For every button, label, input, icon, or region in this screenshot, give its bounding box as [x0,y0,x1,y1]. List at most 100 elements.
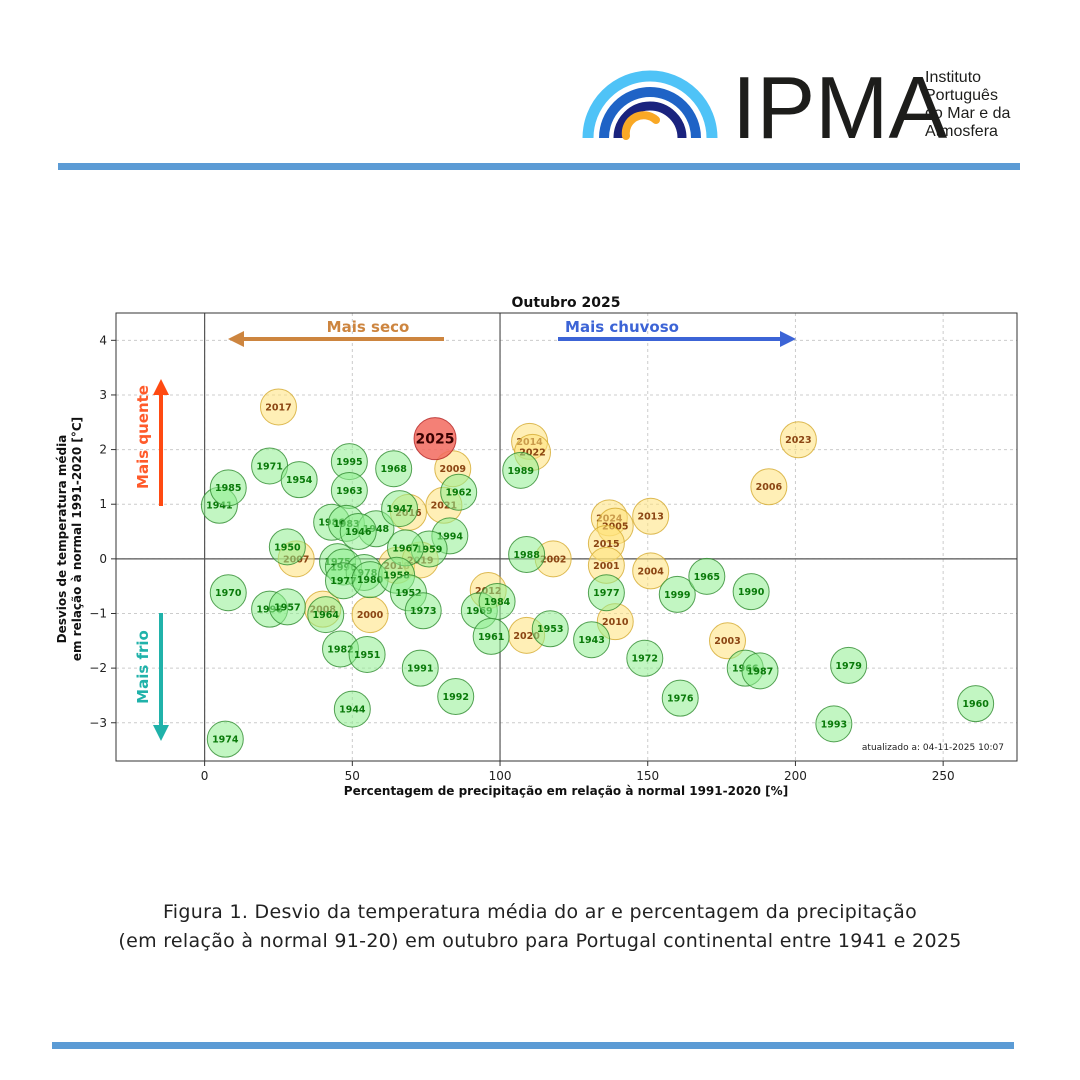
point-label: 1999 [664,590,690,601]
point-1990: 1990 [732,573,770,611]
point-1977b: 1977 [587,574,625,612]
point-label: 1961 [478,632,504,643]
point-label: 2003 [714,636,740,647]
y-tick-label: 4 [99,333,107,347]
x-tick-label: 200 [784,769,807,783]
point-label: 2006 [756,482,783,493]
point-label: 1957 [274,602,300,613]
point-marker [209,574,247,612]
point-label: 2021 [431,501,457,512]
drier-label: Mais seco [327,318,410,336]
point-marker [632,552,670,590]
point-label: 1944 [339,705,366,716]
point-1973: 1973 [404,592,442,630]
institute-line-1: Instituto [925,69,981,86]
point-marker [957,685,995,723]
point-1979: 1979 [830,646,868,684]
point-marker [404,592,442,630]
point-marker [750,468,788,506]
point-label: 2017 [265,402,291,413]
point-marker [472,617,510,655]
point-marker [280,461,318,499]
point-marker [209,469,247,507]
chart-title: Outubro 2025 [512,295,621,311]
point-1999: 1999 [658,575,696,613]
point-1984: 1984 [478,582,516,620]
point-1943: 1943 [573,621,611,659]
y-tick-label: 0 [99,552,107,566]
point-1946: 1946 [339,513,377,551]
y-tick-label: 1 [99,497,107,511]
point-label: 1989 [507,466,533,477]
point-marker [381,490,419,528]
point-1965: 1965 [688,557,726,595]
point-label: 1991 [407,664,433,675]
wetter-arrowhead [780,331,796,347]
point-label: 1974 [212,735,239,746]
point-label: 2020 [513,631,540,642]
bottom-divider [52,1042,1014,1049]
ipma-logo-graphic: IPMA Instituto Português do Mar e da Atm… [582,58,1010,157]
point-label: 2025 [416,432,455,448]
point-1968: 1968 [375,450,413,488]
wetter-label: Mais chuvoso [565,318,679,336]
x-tick-label: 50 [345,769,360,783]
point-label: 1962 [445,488,471,499]
point-1960: 1960 [957,685,995,723]
institute-line-3: do Mar e da [925,105,1010,122]
point-marker [307,596,345,634]
point-marker [508,535,546,573]
point-1963: 1963 [330,472,368,510]
point-1987: 1987 [741,652,779,690]
point-label: 2009 [440,464,466,475]
point-marker [830,646,868,684]
point-marker [732,573,770,611]
point-label: 1963 [336,486,362,497]
point-label: 2002 [540,554,566,565]
point-label: 1994 [437,531,464,542]
ipma-logo: IPMA Instituto Português do Mar e da Atm… [580,58,1020,157]
point-label: 1954 [286,475,313,486]
point-1989: 1989 [502,451,540,489]
point-label: 1947 [386,504,412,515]
point-1961: 1961 [472,617,510,655]
logo-text: IPMA [732,60,947,150]
point-2025: 2025 [413,417,457,461]
x-tick-label: 100 [489,769,512,783]
point-marker [502,451,540,489]
point-2000: 2000 [351,596,389,634]
point-label: 1979 [835,661,861,672]
point-2023: 2023 [779,421,817,459]
point-label: 1973 [410,606,436,617]
point-1985: 1985 [209,469,247,507]
scatter-chart: Outubro 2025 0 50 100 150 200 250−3−2−101234 … [55,295,1018,798]
point-label: 1987 [747,666,773,677]
point-marker [375,450,413,488]
point-marker [206,720,244,758]
point-label: 2023 [785,435,811,446]
point-2006: 2006 [750,468,788,506]
point-marker [339,513,377,551]
figure-caption: Figura 1. Desvio da temperatura média do… [40,898,1040,956]
point-label: 1990 [738,587,765,598]
point-2017: 2017 [259,388,297,426]
point-label: 1969 [466,606,492,617]
point-label: 1977 [593,588,619,599]
point-marker [573,621,611,659]
point-marker [268,528,306,566]
y-axis-label-line-2: em relação à normal 1991-2020 [°C] [70,417,84,661]
point-marker [333,690,371,728]
point-label: 1976 [667,694,694,705]
point-label: 1970 [215,588,242,599]
grid [116,313,1017,761]
y-tick-label: −3 [89,716,107,730]
point-marker [741,652,779,690]
point-1976: 1976 [661,679,699,717]
point-1991: 1991 [401,649,439,687]
updated-timestamp: atualizado a: 04-11-2025 10:07 [862,743,1004,753]
caption-line-1: Figura 1. Desvio da temperatura média do… [162,901,918,923]
point-label: 2013 [637,512,663,523]
point-1992: 1992 [437,678,475,716]
direction-annotations: Mais seco Mais chuvoso Mais quente Mais … [134,318,796,741]
point-1988: 1988 [508,535,546,573]
